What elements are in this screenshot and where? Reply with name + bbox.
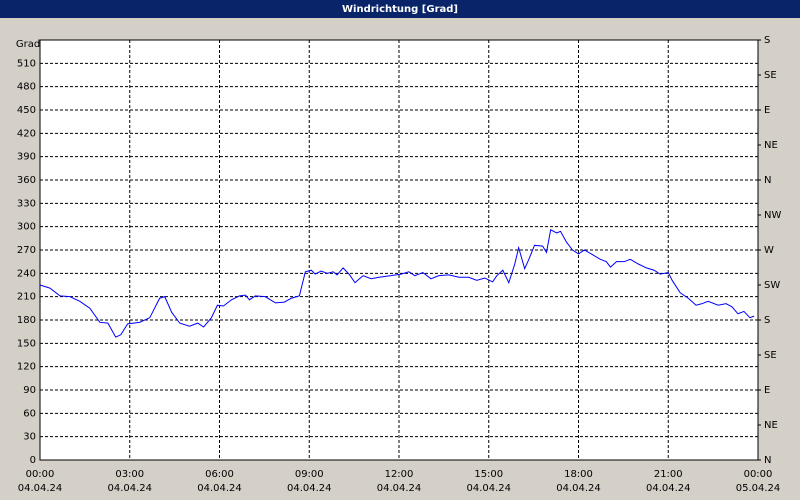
x-tick-date: 04.04.24 <box>556 483 601 494</box>
data-line <box>39 229 755 338</box>
y-tick-label: 60 <box>23 408 36 419</box>
x-tick-date: 04.04.24 <box>197 483 242 494</box>
y2-tick-label: W <box>764 245 774 256</box>
x-tick-label: 12:00 <box>385 469 414 480</box>
y-tick-label: 300 <box>17 222 36 233</box>
y2-tick-label: SE <box>764 70 777 81</box>
x-tick-date: 04.04.24 <box>107 483 152 494</box>
x-tick-label: 03:00 <box>115 469 144 480</box>
x-tick-date: 04.04.24 <box>18 483 63 494</box>
chart-title: Windrichtung [Grad] <box>342 4 458 15</box>
y-tick-label: 150 <box>17 338 36 349</box>
x-tick-label: 06:00 <box>205 469 234 480</box>
y-tick-label: 420 <box>17 128 36 139</box>
x-tick-label: 00:00 <box>26 469 55 480</box>
y2-tick-label: NE <box>764 420 778 431</box>
y-tick-label: 330 <box>17 198 36 209</box>
y-tick-label: 0 <box>30 455 36 466</box>
y-tick-label: 210 <box>17 292 36 303</box>
y2-tick-label: S <box>764 35 770 46</box>
x-tick-date: 04.04.24 <box>646 483 691 494</box>
y-tick-label: 270 <box>17 245 36 256</box>
y-tick-label: 360 <box>17 175 36 186</box>
x-tick-label: 09:00 <box>295 469 324 480</box>
y-tick-label: 180 <box>17 315 36 326</box>
y-tick-label: 120 <box>17 362 36 373</box>
title-bar <box>0 0 800 18</box>
y2-tick-label: SE <box>764 350 777 361</box>
x-tick-label: 00:00 <box>744 469 773 480</box>
y2-tick-label: E <box>764 385 770 396</box>
y-tick-label: 90 <box>23 385 36 396</box>
x-tick-date: 04.04.24 <box>377 483 422 494</box>
x-tick-date: 05.04.24 <box>736 483 781 494</box>
y2-tick-label: N <box>764 455 771 466</box>
y-tick-label: 510 <box>17 58 36 69</box>
y-tick-label: 480 <box>17 82 36 93</box>
y-axis-label: Grad <box>16 39 40 50</box>
y2-tick-label: N <box>764 175 771 186</box>
y2-tick-label: S <box>764 315 770 326</box>
x-tick-date: 04.04.24 <box>287 483 332 494</box>
x-tick-label: 21:00 <box>654 469 683 480</box>
y-tick-label: 450 <box>17 105 36 116</box>
y-tick-label: 240 <box>17 268 36 279</box>
y2-tick-label: NE <box>764 140 778 151</box>
y-tick-label: 390 <box>17 152 36 163</box>
y2-tick-label: E <box>764 105 770 116</box>
y2-tick-label: NW <box>764 210 781 221</box>
x-tick-label: 15:00 <box>474 469 503 480</box>
y-tick-label: 30 <box>23 432 36 443</box>
x-tick-date: 04.04.24 <box>466 483 511 494</box>
x-tick-label: 18:00 <box>564 469 593 480</box>
y2-tick-label: SW <box>764 280 780 291</box>
